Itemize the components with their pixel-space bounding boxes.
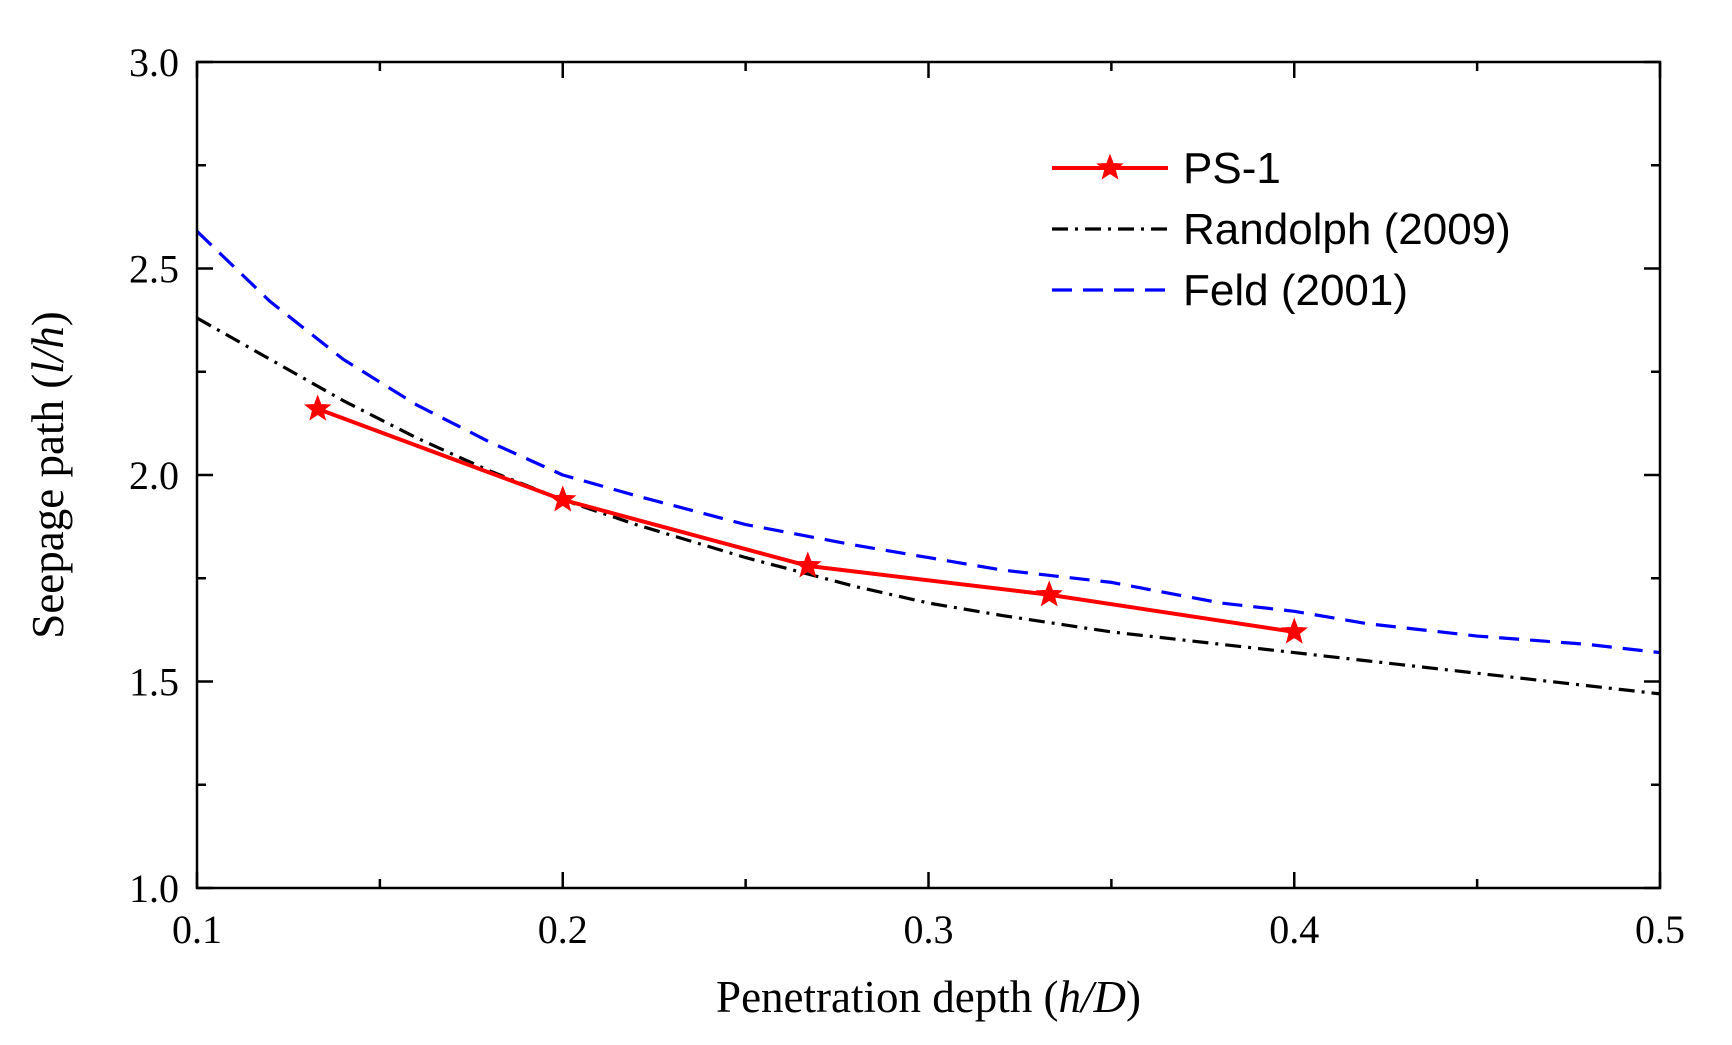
y-tick-label: 1.0 xyxy=(129,866,179,911)
y-tick-label: 2.0 xyxy=(129,453,179,498)
y-axis-title: Seepage path (l/h) xyxy=(23,311,73,638)
plot-frame xyxy=(195,60,1662,890)
y-tick-label: 3.0 xyxy=(129,40,179,85)
legend-label-feld-2001: Feld (2001) xyxy=(1183,266,1408,315)
series-line-feld-2001 xyxy=(195,230,1661,655)
series-line-randolph-2009 xyxy=(196,316,1661,696)
x-tick-label: 0.3 xyxy=(904,907,954,952)
data-point-ps-1 xyxy=(1280,617,1308,644)
legend-label-randolph-2009: Randolph (2009) xyxy=(1183,205,1511,254)
data-point-ps-1 xyxy=(1035,580,1063,607)
legend: PS-1 Randolph (2009) Feld (2001) xyxy=(1052,144,1511,315)
series-line-ps-1 xyxy=(317,407,1295,634)
legend-marker-ps-1 xyxy=(1096,153,1124,180)
y-tick-label: 1.5 xyxy=(129,660,179,705)
x-tick-label: 0.5 xyxy=(1635,907,1685,952)
x-tick-label: 0.1 xyxy=(172,907,222,952)
legend-label-ps-1: PS-1 xyxy=(1183,144,1281,193)
data-point-ps-1 xyxy=(794,551,822,578)
x-axis-title: Penetration depth (h/D) xyxy=(716,972,1141,1022)
x-tick-label: 0.4 xyxy=(1269,907,1319,952)
y-tick-label: 2.5 xyxy=(129,247,179,292)
data-point-ps-1 xyxy=(303,394,332,421)
x-tick-label: 0.2 xyxy=(538,907,588,952)
data-point-ps-1 xyxy=(549,485,577,512)
